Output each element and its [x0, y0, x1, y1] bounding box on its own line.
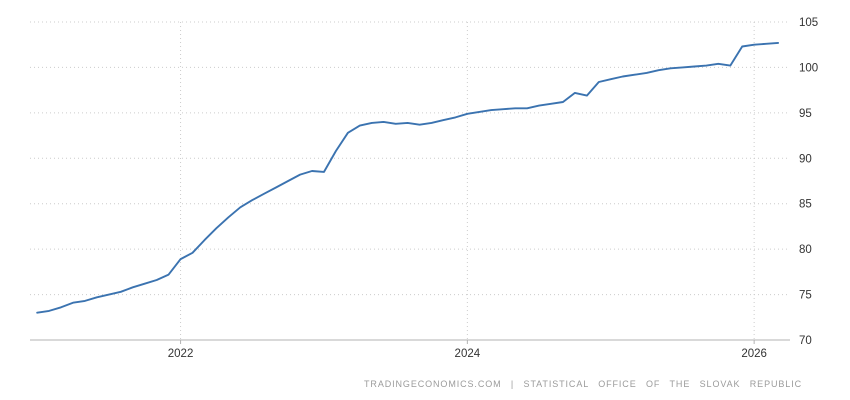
y-tick-label: 90 — [799, 153, 812, 165]
x-tick-label: 2026 — [741, 348, 767, 360]
y-tick-label: 75 — [799, 290, 812, 302]
y-tick-label: 85 — [799, 199, 812, 211]
y-tick-label: 95 — [799, 108, 812, 120]
y-tick-label: 70 — [799, 335, 812, 347]
y-tick-label: 105 — [799, 17, 818, 29]
series-line — [36, 41, 780, 314]
attribution-text: TRADINGECONOMICS.COM | STATISTICAL OFFIC… — [364, 379, 802, 389]
x-tick-label: 2022 — [168, 348, 194, 360]
x-tick-label: 2024 — [455, 348, 481, 360]
y-tick-label: 80 — [799, 244, 812, 256]
y-tick-label: 100 — [799, 62, 818, 74]
